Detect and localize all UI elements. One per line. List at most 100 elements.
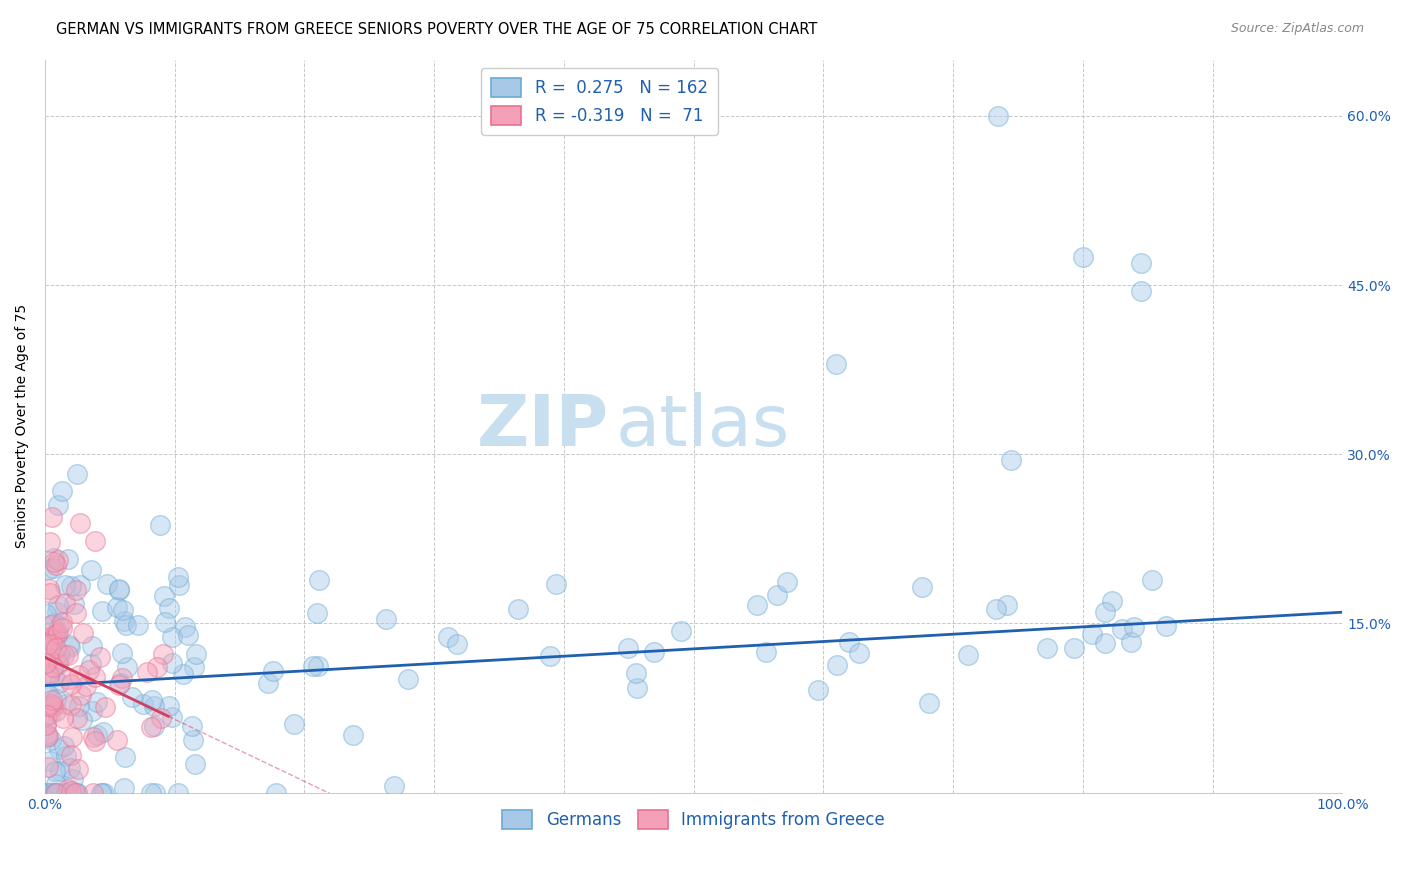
Point	[51, 615, 73, 629]
Point	[108, 582, 131, 597]
Point	[94, 699, 117, 714]
Point	[307, 606, 329, 620]
Point	[65, 607, 87, 621]
Point	[995, 598, 1018, 612]
Point	[49, 648, 72, 662]
Point	[63, 786, 86, 800]
Point	[745, 598, 768, 612]
Point	[60, 698, 83, 713]
Point	[142, 718, 165, 732]
Point	[37, 786, 59, 800]
Point	[45, 691, 67, 706]
Point	[1081, 627, 1104, 641]
Y-axis label: Seniors Poverty Over the Age of 75: Seniors Poverty Over the Age of 75	[15, 304, 30, 549]
Point	[918, 697, 941, 711]
Point	[56, 551, 79, 566]
Point	[66, 763, 89, 777]
Point	[42, 786, 65, 800]
Point	[153, 615, 176, 630]
Point	[160, 710, 183, 724]
Point	[38, 534, 60, 549]
Point	[45, 777, 67, 791]
Point	[60, 730, 83, 744]
Point	[149, 517, 172, 532]
Point	[848, 647, 870, 661]
Point	[167, 578, 190, 592]
Point	[39, 707, 62, 722]
Point	[827, 657, 849, 672]
Point	[56, 781, 79, 796]
Point	[121, 690, 143, 704]
Point	[38, 754, 60, 768]
Point	[39, 697, 62, 711]
Point	[91, 604, 114, 618]
Point	[35, 656, 58, 670]
Point	[111, 671, 134, 685]
Point	[84, 534, 107, 549]
Text: ZIP: ZIP	[477, 392, 609, 460]
Point	[65, 582, 87, 597]
Point	[37, 729, 59, 743]
Point	[93, 786, 115, 800]
Point	[342, 728, 364, 742]
Point	[37, 759, 59, 773]
Point	[107, 678, 129, 692]
Point	[46, 657, 69, 671]
Point	[446, 637, 468, 651]
Point	[626, 681, 648, 695]
Point	[86, 728, 108, 742]
Point	[283, 717, 305, 731]
Point	[1111, 622, 1133, 636]
Point	[67, 698, 90, 713]
Point	[35, 718, 58, 732]
Point	[183, 660, 205, 674]
Point	[37, 666, 59, 681]
Point	[42, 555, 65, 569]
Point	[145, 786, 167, 800]
Point	[56, 786, 79, 800]
Point	[117, 660, 139, 674]
Point	[67, 668, 90, 682]
Point	[45, 786, 67, 800]
Point	[83, 670, 105, 684]
Point	[45, 626, 67, 640]
Point	[59, 676, 82, 690]
Point	[60, 579, 83, 593]
Point	[146, 660, 169, 674]
Point	[53, 648, 76, 662]
Point	[167, 786, 190, 800]
Point	[838, 635, 860, 649]
Point	[136, 665, 159, 680]
Point	[89, 650, 111, 665]
Point	[41, 786, 63, 800]
Point	[46, 498, 69, 512]
Point	[308, 573, 330, 587]
Point	[52, 739, 75, 753]
Point	[302, 659, 325, 673]
Point	[55, 698, 77, 712]
Point	[152, 647, 174, 661]
Point	[1071, 250, 1094, 264]
Point	[42, 550, 65, 565]
Point	[75, 679, 97, 693]
Point	[51, 483, 73, 498]
Point	[66, 786, 89, 800]
Point	[45, 628, 67, 642]
Point	[82, 786, 104, 800]
Point	[42, 660, 65, 674]
Point	[38, 668, 60, 682]
Point	[38, 699, 60, 714]
Point	[60, 786, 83, 800]
Point	[48, 656, 70, 670]
Point	[44, 786, 66, 800]
Point	[157, 600, 180, 615]
Point	[35, 686, 58, 700]
Point	[157, 699, 180, 714]
Point	[62, 772, 84, 786]
Point	[1122, 620, 1144, 634]
Point	[42, 560, 65, 574]
Point	[111, 646, 134, 660]
Point	[82, 731, 104, 745]
Point	[181, 718, 204, 732]
Point	[46, 605, 69, 619]
